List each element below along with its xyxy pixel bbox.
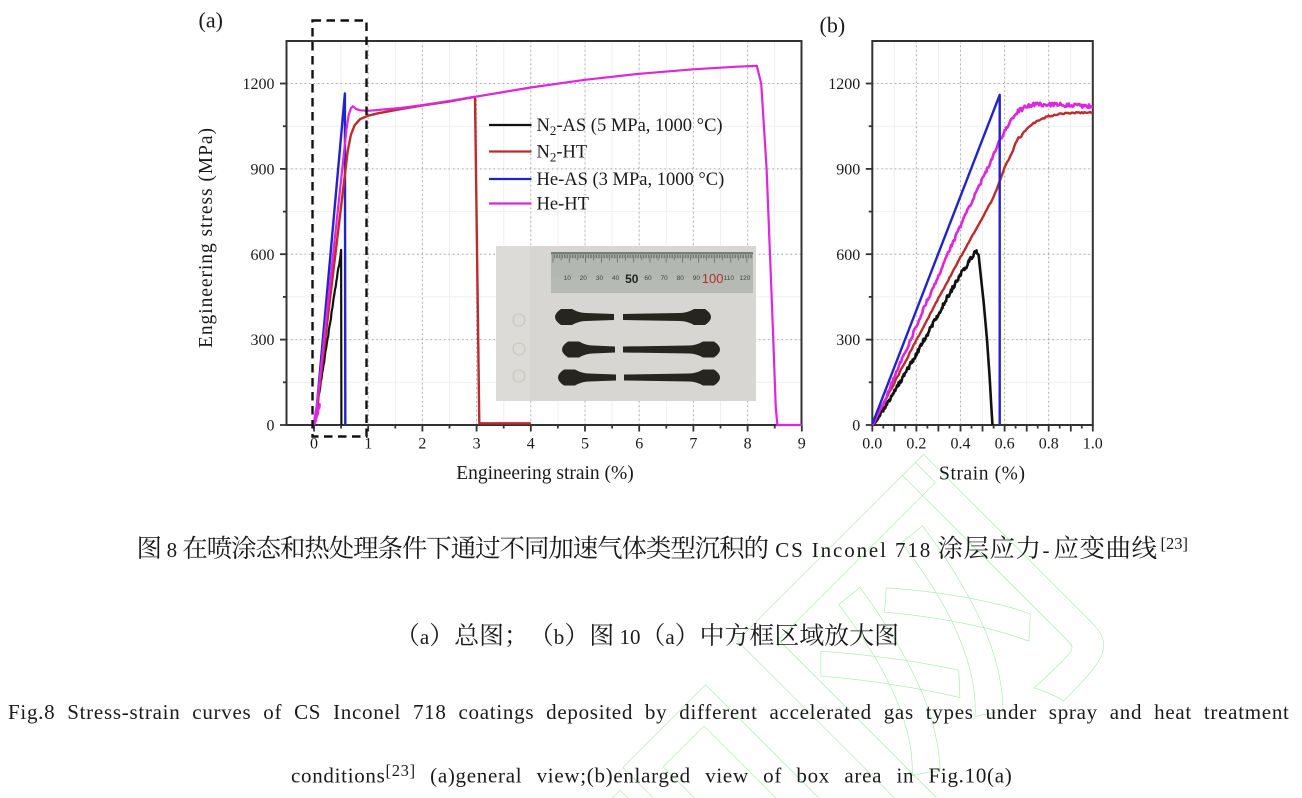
svg-text:8: 8 <box>744 436 752 453</box>
svg-text:Engineering strain (%): Engineering strain (%) <box>456 463 634 484</box>
svg-text:40: 40 <box>612 275 620 282</box>
svg-text:0.0: 0.0 <box>862 436 882 453</box>
svg-text:Engineering stress (MPa): Engineering stress (MPa) <box>196 128 217 348</box>
svg-text:10: 10 <box>620 625 641 649</box>
svg-text:100: 100 <box>702 271 724 286</box>
svg-text:Fig.8 Stress-strain curves of: Fig.8 Stress-strain curves of CS Inconel… <box>8 700 1290 724</box>
svg-text:0.8: 0.8 <box>1039 436 1059 453</box>
svg-text:4: 4 <box>527 436 535 453</box>
svg-text:3: 3 <box>473 436 481 453</box>
svg-text:9: 9 <box>798 436 806 453</box>
svg-text:30: 30 <box>596 275 604 282</box>
svg-text:600: 600 <box>251 247 275 264</box>
svg-text:2: 2 <box>418 436 426 453</box>
svg-text:He-AS (3 MPa, 1000 °C): He-AS (3 MPa, 1000 °C) <box>537 170 725 190</box>
svg-text:10: 10 <box>564 275 572 282</box>
svg-text:8: 8 <box>167 538 178 562</box>
svg-text:0.6: 0.6 <box>995 436 1015 453</box>
svg-text:[23]: [23] <box>1161 534 1189 553</box>
svg-text:1200: 1200 <box>828 76 860 93</box>
svg-text:20: 20 <box>580 275 588 282</box>
svg-text:6: 6 <box>635 436 643 453</box>
svg-text:1: 1 <box>364 436 372 453</box>
svg-text:1.0: 1.0 <box>1083 436 1103 453</box>
svg-text:70: 70 <box>660 275 668 282</box>
svg-text:90: 90 <box>693 275 701 282</box>
svg-text:0: 0 <box>852 418 860 435</box>
svg-text:300: 300 <box>251 332 275 349</box>
svg-text:7: 7 <box>689 436 697 453</box>
svg-text:b: b <box>554 625 565 649</box>
svg-text:60: 60 <box>644 275 652 282</box>
svg-text:110: 110 <box>724 275 735 282</box>
svg-text:600: 600 <box>836 247 860 264</box>
svg-text:(b): (b) <box>820 13 846 38</box>
svg-text:0.4: 0.4 <box>951 436 971 453</box>
svg-text:0: 0 <box>310 436 318 453</box>
svg-text:N2-HT: N2-HT <box>537 143 588 165</box>
svg-text:1200: 1200 <box>243 76 275 93</box>
svg-text:5: 5 <box>581 436 589 453</box>
svg-text:He-HT: He-HT <box>537 195 589 215</box>
svg-text:a: a <box>420 625 430 649</box>
svg-text:300: 300 <box>836 332 860 349</box>
svg-text:CS Inconel 718: CS Inconel 718 <box>775 538 930 562</box>
svg-text:(a): (a) <box>199 8 223 33</box>
svg-text:120: 120 <box>739 275 750 282</box>
svg-text:900: 900 <box>836 161 860 178</box>
svg-text:-: - <box>1043 538 1050 562</box>
svg-text:0.2: 0.2 <box>906 436 926 453</box>
svg-text:900: 900 <box>251 161 275 178</box>
svg-text:0: 0 <box>267 418 275 435</box>
svg-text:50: 50 <box>625 272 639 286</box>
svg-text:80: 80 <box>677 275 685 282</box>
svg-text:Strain (%): Strain (%) <box>939 464 1025 485</box>
svg-text:a: a <box>665 625 675 649</box>
svg-text:N2-AS (5 MPa, 1000 °C): N2-AS (5 MPa, 1000 °C) <box>537 116 723 138</box>
svg-text:conditions[23] (a)general view: conditions[23] (a)general view;(b)enlarg… <box>291 761 1012 788</box>
